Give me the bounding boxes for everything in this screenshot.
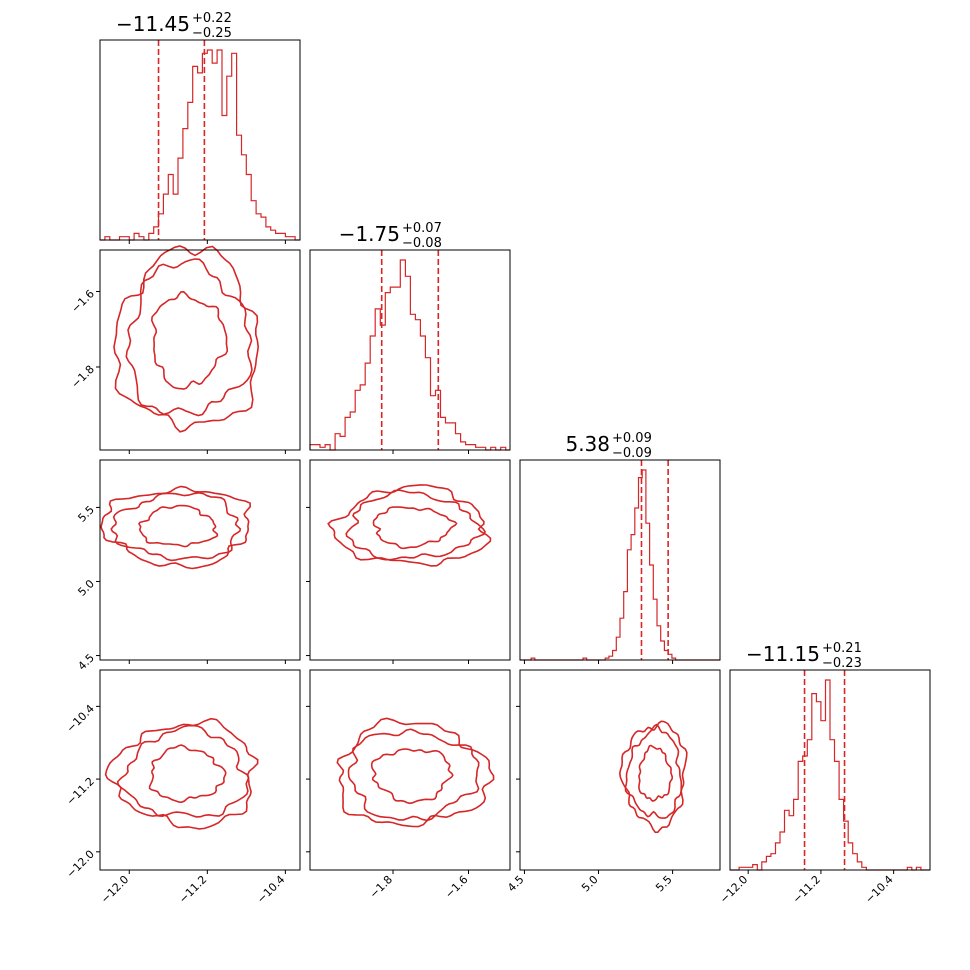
param-title-minus-0: −0.25 [192, 26, 232, 41]
contour-panel-3-1 [336, 717, 495, 828]
contour-line-2-1-2 [327, 484, 492, 567]
param-title-minus-1: −0.08 [402, 236, 442, 251]
contour-line-1-0-1 [125, 258, 253, 417]
axes-border-2-1 [309, 459, 511, 661]
param-title-plus-2: +0.09 [612, 431, 652, 446]
x-tick-label-2-0: 4.5 [505, 873, 527, 895]
param-title-1: −1.75 [339, 222, 400, 246]
axes-border-2-0 [99, 459, 301, 661]
contour-line-3-2-1 [624, 723, 683, 819]
param-title-plus-3: +0.21 [822, 641, 862, 656]
axes-frame-2-2 [519, 459, 721, 664]
param-title-minus-2: −0.09 [612, 446, 652, 461]
axes-frame-3-1 [306, 669, 511, 874]
contour-line-3-1-2 [336, 717, 495, 828]
x-tick-label-3-0: −12.0 [717, 873, 750, 906]
contour-panel-2-1 [327, 484, 492, 567]
contour-line-3-1-0 [370, 748, 454, 805]
axes-border-1-0 [99, 249, 301, 451]
contour-line-3-2-2 [618, 720, 688, 834]
x-tick-label-3-2: −10.4 [863, 873, 896, 906]
param-title-plus-1: +0.07 [402, 221, 442, 236]
axes-border-3-0 [99, 669, 301, 871]
contour-line-1-0-0 [150, 290, 229, 390]
hist-panel-0: −11.45 +0.22−0.25 [100, 11, 300, 241]
contour-line-2-1-0 [372, 506, 458, 550]
contour-line-3-0-1 [116, 724, 250, 818]
y-tick-label-2-2: 5.5 [75, 503, 97, 525]
axes-border-3-2 [519, 669, 721, 871]
x-tick-label-0-0: −12.0 [98, 873, 131, 906]
contour-line-2-0-2 [100, 485, 252, 570]
axes-frame-3-0 [96, 669, 301, 874]
contour-line-2-0-0 [138, 504, 219, 548]
contour-panel-3-0 [104, 717, 259, 830]
x-tick-label-0-1: −11.2 [176, 873, 209, 906]
axes-frame-0-0 [99, 39, 301, 244]
contour-line-3-0-0 [148, 744, 227, 804]
axes-frame-1-0 [96, 249, 301, 454]
axes-frame-3-3 [729, 669, 931, 874]
histogram-3 [730, 679, 930, 871]
y-tick-label-3-0: −12.0 [64, 848, 97, 881]
x-tick-label-1-0: −1.8 [367, 873, 395, 901]
contour-line-2-0-1 [110, 491, 242, 562]
axes-frame-2-0 [96, 459, 301, 664]
contour-line-3-2-0 [638, 744, 674, 802]
param-title-3: −11.15 [746, 642, 820, 666]
y-tick-label-1-1: −1.6 [69, 287, 97, 315]
y-tick-label-3-1: −11.2 [64, 775, 97, 808]
x-tick-label-1-1: −1.6 [443, 873, 471, 901]
x-tick-label-3-1: −11.2 [790, 873, 823, 906]
hist-panel-2: 5.38 +0.09−0.09 [520, 431, 720, 661]
axes-border-0-0 [99, 39, 301, 241]
hist-panel-3: −11.15 +0.21−0.23 [730, 641, 930, 871]
axes-border-1-1 [309, 249, 511, 451]
axes-frame-2-1 [306, 459, 511, 664]
hist-panel-1: −1.75 +0.07−0.08 [309, 221, 510, 451]
contour-line-2-1-1 [345, 489, 487, 561]
contour-panel-2-0 [100, 485, 252, 570]
x-tick-label-0-2: −10.4 [254, 873, 287, 906]
contour-line-1-0-2 [113, 245, 260, 433]
histogram-0 [100, 49, 300, 241]
axes-frame-1-1 [309, 249, 511, 454]
contour-panel-3-2 [618, 720, 688, 834]
x-tick-label-2-1: 5.0 [579, 873, 601, 895]
param-title-minus-3: −0.23 [822, 656, 862, 671]
contour-panel-1-0 [113, 245, 260, 433]
y-tick-label-2-1: 5.0 [75, 577, 97, 599]
param-title-plus-0: +0.22 [192, 11, 232, 26]
x-tick-label-2-2: 5.5 [653, 873, 675, 895]
param-title-0: −11.45 [116, 12, 190, 36]
axes-border-3-1 [309, 669, 511, 871]
contour-line-3-1-1 [347, 728, 480, 822]
axes-border-3-3 [729, 669, 931, 871]
histogram-2 [520, 469, 720, 661]
contour-line-3-0-2 [104, 717, 259, 830]
y-tick-label-2-0: 4.5 [75, 651, 97, 673]
y-tick-label-1-0: −1.8 [69, 363, 97, 391]
param-title-2: 5.38 [565, 432, 610, 456]
axes-border-2-2 [519, 459, 721, 661]
y-tick-label-3-2: −10.4 [64, 702, 97, 735]
axes-frame-3-2 [516, 669, 721, 874]
histogram-1 [309, 259, 510, 451]
